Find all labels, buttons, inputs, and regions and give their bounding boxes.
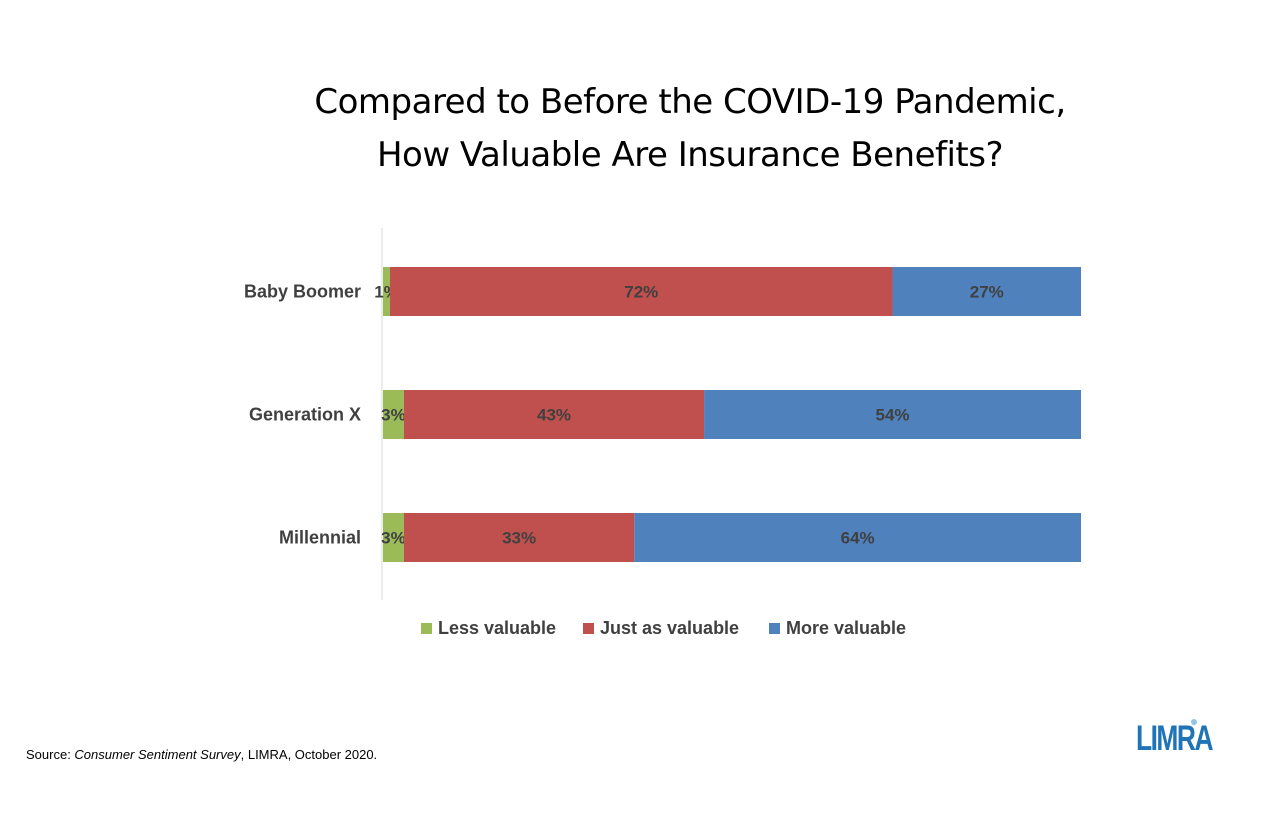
category-label-millennial: Millennial (279, 528, 361, 548)
legend-label-less-valuable: Less valuable (438, 618, 557, 638)
legend-item-less-valuable: Less valuable (421, 618, 556, 639)
bar-generation-x-less-valuable (383, 390, 404, 439)
legend-swatch-more-valuable (769, 623, 780, 634)
data-label-millennial-less-valuable: 3% (381, 529, 406, 548)
bar-baby-boomer-just-as-valuable (389, 267, 893, 316)
data-label-generation-x-less-valuable: 3% (381, 406, 406, 425)
chart-title-line-1: Compared to Before the COVID-19 Pandemic… (314, 82, 1066, 122)
legend-swatch-less-valuable (421, 623, 432, 634)
bar-millennial-less-valuable (383, 513, 404, 562)
bar-baby-boomer-less-valuable (383, 267, 390, 316)
svg-text:LIMRA: LIMRA (1136, 719, 1213, 756)
source-survey-name: Consumer Sentiment Survey (74, 747, 241, 762)
bar-millennial-just-as-valuable (403, 513, 635, 562)
legend-item-more-valuable: More valuable (769, 618, 906, 639)
chart-legend: Less valuable Just as valuable More valu… (0, 618, 1280, 642)
limra-logo: LIMRA (1136, 719, 1215, 756)
data-label-baby-boomer-just-as-valuable: 72% (624, 283, 658, 302)
bar-baby-boomer-more-valuable (892, 267, 1081, 316)
bar-generation-x-more-valuable (704, 390, 1081, 439)
legend-label-just-as-valuable: Just as valuable (600, 618, 740, 638)
data-label-generation-x-just-as-valuable: 43% (537, 406, 571, 425)
data-label-generation-x-more-valuable: 54% (876, 406, 910, 425)
data-label-millennial-just-as-valuable: 33% (502, 529, 536, 548)
legend-label-more-valuable: More valuable (786, 618, 907, 638)
legend-swatch-just-as-valuable (583, 623, 594, 634)
chart-title-line-2: How Valuable Are Insurance Benefits? (376, 135, 1004, 175)
bar-generation-x-just-as-valuable (403, 390, 705, 439)
data-label-millennial-more-valuable: 64% (841, 529, 875, 548)
category-label-baby-boomer: Baby Boomer (244, 282, 361, 302)
data-label-baby-boomer-more-valuable: 27% (970, 283, 1004, 302)
legend-item-just-as-valuable: Just as valuable (583, 618, 739, 639)
bar-millennial-more-valuable (634, 513, 1081, 562)
source-prefix: Source: (26, 747, 75, 762)
source-note: Source: Consumer Sentiment Survey, LIMRA… (26, 747, 377, 762)
category-label-generation-x: Generation X (249, 405, 361, 425)
source-suffix: , LIMRA, October 2020. (240, 747, 378, 762)
